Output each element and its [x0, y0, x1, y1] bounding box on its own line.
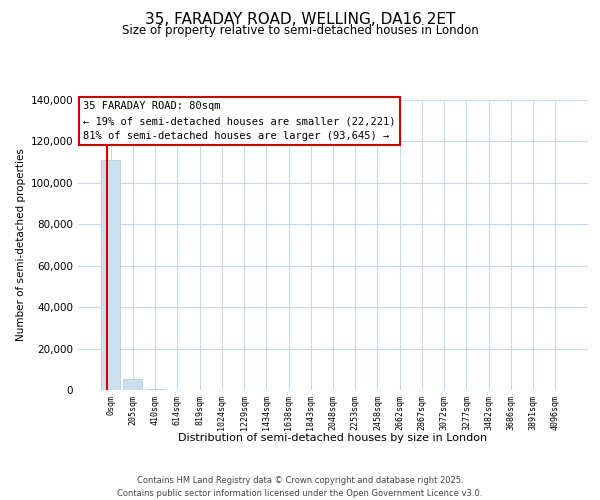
Bar	[101, 160, 120, 390]
Text: Contains HM Land Registry data © Crown copyright and database right 2025.
Contai: Contains HM Land Registry data © Crown c…	[118, 476, 482, 498]
Text: Size of property relative to semi-detached houses in London: Size of property relative to semi-detach…	[122, 24, 478, 37]
Text: 35, FARADAY ROAD, WELLING, DA16 2ET: 35, FARADAY ROAD, WELLING, DA16 2ET	[145, 12, 455, 28]
Bar	[124, 378, 142, 390]
Text: 35 FARADAY ROAD: 80sqm
← 19% of semi-detached houses are smaller (22,221)
81% of: 35 FARADAY ROAD: 80sqm ← 19% of semi-det…	[83, 102, 395, 141]
Y-axis label: Number of semi-detached properties: Number of semi-detached properties	[16, 148, 26, 342]
Bar	[146, 389, 164, 390]
X-axis label: Distribution of semi-detached houses by size in London: Distribution of semi-detached houses by …	[178, 432, 488, 442]
